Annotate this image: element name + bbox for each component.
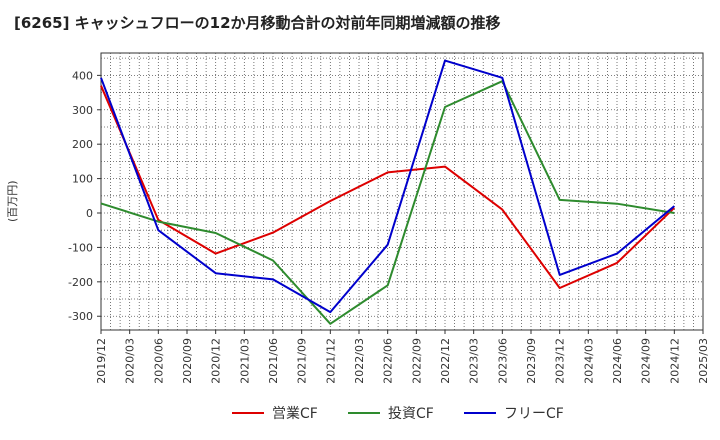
x-tick-label: 2022/09 [410, 338, 423, 384]
x-tick-label: 2019/12 [95, 338, 108, 384]
legend-label-1: 営業CF [272, 406, 318, 422]
x-tick-label: 2023/06 [496, 338, 509, 384]
x-tick-label: 2024/06 [611, 338, 624, 384]
legend-label-2: 投資CF [388, 406, 434, 422]
x-tick-label: 2021/12 [324, 338, 337, 384]
x-tick-label: 2022/03 [353, 338, 366, 384]
series-line-2 [100, 80, 675, 325]
y-tick-label: -200 [68, 276, 93, 289]
x-tick-label: 2024/03 [582, 338, 595, 384]
y-tick-label: 300 [72, 104, 93, 117]
series-line-1 [100, 85, 675, 289]
plot-area [100, 52, 704, 331]
x-tick-label: 2020/06 [152, 338, 165, 384]
x-tick-label: 2022/06 [382, 338, 395, 384]
x-tick-label: 2024/09 [640, 338, 653, 384]
x-tick-label: 2023/12 [554, 338, 567, 384]
x-tick-label: 2023/03 [468, 338, 481, 384]
y-tick-label: 100 [72, 173, 93, 186]
x-tick-label: 2021/03 [238, 338, 251, 384]
x-tick-label: 2021/09 [296, 338, 309, 384]
y-tick-label: 400 [72, 69, 93, 82]
y-tick-label: 200 [72, 138, 93, 151]
x-tick-label: 2023/09 [525, 338, 538, 384]
x-tick-label: 2022/12 [439, 338, 452, 384]
y-tick-label: 0 [86, 207, 93, 220]
x-tick-label: 2021/06 [267, 338, 280, 384]
y-tick-label: -300 [68, 310, 93, 323]
series-line-3 [100, 59, 675, 314]
x-tick-label: 2020/12 [210, 338, 223, 384]
legend-label-3: フリーCF [504, 406, 564, 422]
x-tick-label: 2020/09 [181, 338, 194, 384]
chart-title: [6265] キャッシュフローの12か月移動合計の対前年同期増減額の推移 [14, 14, 501, 32]
x-tick-label: 2025/03 [697, 338, 710, 384]
x-tick-label: 2024/12 [668, 338, 681, 384]
x-tick-label: 2020/03 [124, 338, 137, 384]
y-tick-label: -100 [68, 241, 93, 254]
